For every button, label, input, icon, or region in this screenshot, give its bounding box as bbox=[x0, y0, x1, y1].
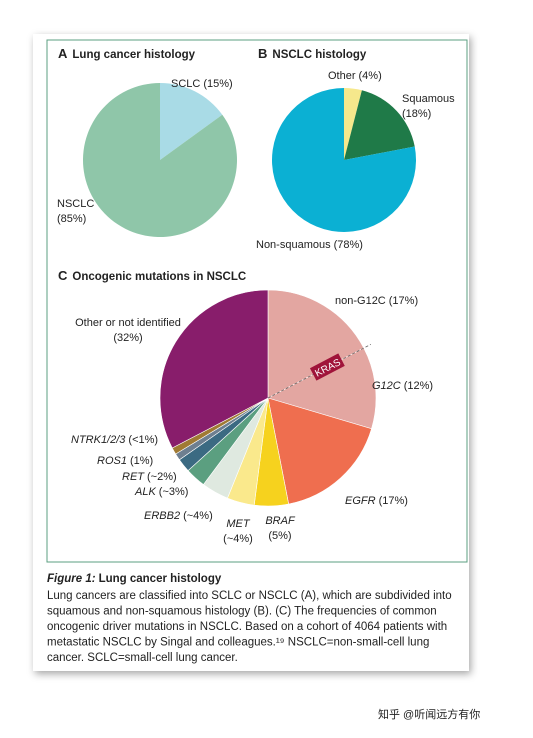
panel-title: C Oncogenic mutations in NSCLC bbox=[58, 268, 246, 283]
watermark: 知乎 @听闻远方有你 bbox=[378, 707, 480, 721]
pie-slice bbox=[267, 347, 377, 430]
caption-heading: Figure 1: Lung cancer histology bbox=[47, 573, 222, 585]
slice-label: NTRK1/2/3 (<1%) bbox=[71, 434, 158, 446]
value-label: (~2%) bbox=[147, 471, 177, 483]
slice-label: Other (4%) bbox=[328, 70, 382, 82]
caption-line: squamous and non-squamous histology (B).… bbox=[47, 606, 437, 618]
pie-slice bbox=[159, 289, 269, 449]
value-label: (~4%) bbox=[183, 510, 213, 522]
value-label: (~4%) bbox=[223, 533, 253, 545]
slice-label: EGFR (17%) bbox=[345, 495, 408, 507]
panel-title-text: NSCLC histology bbox=[272, 49, 367, 61]
value-label: (1%) bbox=[130, 455, 153, 467]
value-label: (<1%) bbox=[128, 434, 158, 446]
pie-slice bbox=[344, 88, 362, 160]
value-label: (12%) bbox=[404, 380, 433, 392]
category-label: Squamous bbox=[402, 93, 455, 105]
value-label: (5%) bbox=[268, 530, 291, 542]
slice-label: BRAF (5%) bbox=[265, 515, 296, 542]
panel-letter: C bbox=[58, 268, 68, 283]
category-label: BRAF bbox=[265, 515, 296, 527]
category-label: NTRK1/2/3 bbox=[71, 434, 126, 446]
slice-label: Non-squamous (78%) bbox=[256, 239, 363, 251]
pie-slice bbox=[344, 90, 415, 160]
annotation-box bbox=[309, 353, 345, 381]
slice-label: ROS1 (1%) bbox=[97, 455, 153, 467]
pie-slice bbox=[267, 397, 372, 505]
pie-slice bbox=[160, 83, 223, 160]
slice-label: Other or not identified (32%) bbox=[75, 317, 181, 344]
value-label: (17%) bbox=[389, 295, 418, 307]
caption-line: oncogenic driver mutations in NSCLC. Bas… bbox=[47, 621, 447, 633]
category-label: EGFR bbox=[345, 495, 376, 507]
panel-title: B NSCLC histology bbox=[258, 46, 367, 61]
category-label: NSCLC bbox=[57, 198, 94, 210]
panel-letter: B bbox=[258, 46, 267, 61]
category-label: SCLC bbox=[171, 78, 200, 90]
slice-label: non-G12C (17%) bbox=[335, 295, 418, 307]
category-label: ROS1 bbox=[97, 455, 127, 467]
value-label: (4%) bbox=[359, 70, 382, 82]
slice-label: G12C (12%) bbox=[372, 380, 433, 392]
value-label: (85%) bbox=[57, 213, 86, 225]
category-label: ERBB2 bbox=[144, 510, 180, 522]
figure-label: Figure 1: bbox=[47, 573, 96, 585]
value-label: (78%) bbox=[334, 239, 363, 251]
panel-title: A Lung cancer histology bbox=[58, 46, 196, 61]
value-label: (~3%) bbox=[159, 486, 189, 498]
slice-label: SCLC (15%) bbox=[171, 78, 233, 90]
caption-line: metastatic NSCLC by Singal and colleague… bbox=[47, 637, 429, 649]
slice-label: NSCLC (85%) bbox=[57, 198, 94, 225]
category-label: non-G12C bbox=[335, 295, 386, 307]
caption-title: Lung cancer histology bbox=[99, 573, 222, 585]
category-label: ALK bbox=[134, 486, 156, 498]
slice-label: ALK (~3%) bbox=[134, 486, 188, 498]
pie-slice bbox=[272, 88, 416, 232]
panel-border bbox=[46, 39, 468, 563]
pie-slice bbox=[82, 83, 238, 238]
category-label: G12C bbox=[372, 380, 401, 392]
panel-title-text: Oncogenic mutations in NSCLC bbox=[72, 271, 246, 283]
slice-label: Squamous (18%) bbox=[402, 93, 455, 120]
category-label: Other bbox=[328, 70, 356, 82]
slice-label: MET (~4%) bbox=[223, 518, 253, 545]
caption-line: cancer. SCLC=small-cell lung cancer. bbox=[47, 652, 238, 664]
slice-label: RET (~2%) bbox=[122, 471, 177, 483]
slice-label: ERBB2 (~4%) bbox=[144, 510, 213, 522]
panel-title-text: Lung cancer histology bbox=[72, 49, 195, 61]
panel-letter: A bbox=[58, 46, 68, 61]
category-label: RET bbox=[122, 471, 145, 483]
category-label: Other or not identified bbox=[75, 317, 181, 329]
caption-line: Lung cancers are classified into SCLC or… bbox=[47, 590, 452, 602]
value-label: (18%) bbox=[402, 108, 431, 120]
pie-slice bbox=[267, 289, 365, 399]
category-label: MET bbox=[226, 518, 251, 530]
value-label: (15%) bbox=[203, 78, 232, 90]
value-label: (17%) bbox=[379, 495, 408, 507]
value-label: (32%) bbox=[113, 332, 142, 344]
category-label: Non-squamous bbox=[256, 239, 331, 251]
